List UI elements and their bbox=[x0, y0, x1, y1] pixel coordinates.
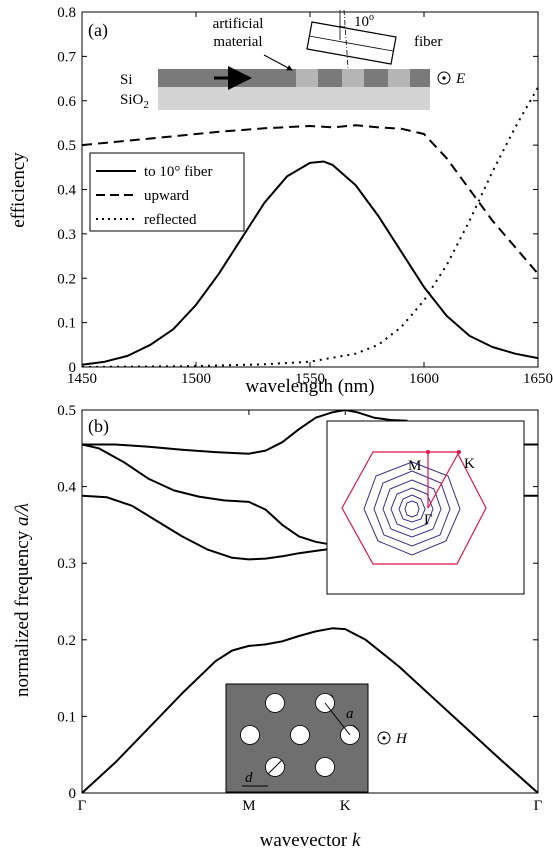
lattice-label-d: d bbox=[245, 770, 253, 786]
angle-label: 10o bbox=[354, 12, 374, 30]
x-tick-label: 1500 bbox=[181, 371, 211, 387]
panel-b-ticks: Γ M K Γ00.10.20.30.40.5 bbox=[57, 403, 542, 814]
lattice-constant-tick-2 bbox=[352, 724, 359, 731]
y-tick-label: 0 bbox=[69, 360, 77, 376]
y-tick-label: 0.4 bbox=[57, 183, 76, 199]
panel-b-chart: Γ M K Γ00.10.20.30.40.5 (b) wavevector k no… bbox=[12, 403, 543, 851]
legend-entry-reflected: reflected bbox=[144, 212, 197, 228]
x-tick-label: 1650 bbox=[523, 371, 553, 387]
artificial-material-pointer bbox=[263, 54, 293, 71]
fiber-icon bbox=[306, 21, 397, 65]
y-tick-label: 0 bbox=[69, 786, 77, 802]
panel-b-ylabel: normalized frequency a/λ bbox=[12, 503, 33, 697]
panel-a-xlabel: wavelength (nm) bbox=[245, 376, 374, 397]
sio2-layer bbox=[158, 87, 430, 110]
band-line-4 bbox=[82, 410, 408, 455]
si-label: Si bbox=[120, 72, 133, 88]
y-tick-label: 0.2 bbox=[57, 633, 76, 649]
bz-label-k: K bbox=[464, 456, 475, 472]
field-out-of-plane-icon bbox=[437, 71, 451, 85]
band-line-3 bbox=[82, 443, 346, 546]
air-holes bbox=[240, 693, 360, 777]
y-tick-label: 0.3 bbox=[57, 556, 76, 572]
y-tick-label: 0.6 bbox=[57, 94, 76, 110]
x-tick-label: K bbox=[340, 798, 351, 814]
k-point-marker bbox=[457, 450, 461, 454]
panel-b-frame bbox=[81, 409, 539, 794]
y-tick-label: 0.4 bbox=[57, 480, 76, 496]
panel-a-inset-schematic: artificial material Si SiO2 10o fiber E bbox=[120, 9, 465, 111]
artificial-label-line2: material bbox=[213, 34, 262, 50]
panel-a-series bbox=[82, 86, 538, 367]
series-line-dotted bbox=[82, 86, 538, 367]
y-tick-label: 0.1 bbox=[57, 709, 76, 725]
series-line-dashed bbox=[82, 124, 538, 275]
lattice-constant-tick-1 bbox=[330, 694, 334, 698]
series-line-solid bbox=[82, 160, 538, 366]
panel-a-legend: to 10° fiber upward reflected bbox=[89, 152, 245, 232]
artificial-label-line1: artificial bbox=[213, 16, 264, 32]
lattice-label-h: H bbox=[395, 731, 408, 747]
panel-b-label: (b) bbox=[88, 416, 109, 437]
panel-a-ticks: 1450 1500 1550 1600 1650 0 0.1 0.2 0.3 0.4 0.5 0.6 0… bbox=[57, 5, 553, 387]
x-tick-label: 1600 bbox=[409, 371, 439, 387]
bz-label-gamma: Γ bbox=[424, 512, 433, 528]
m-point-marker bbox=[426, 450, 430, 454]
lattice-label-a: a bbox=[346, 706, 354, 722]
brillouin-inset-frame bbox=[326, 420, 525, 595]
y-tick-label: 0.2 bbox=[57, 271, 76, 287]
legend-entry-upward: upward bbox=[144, 188, 189, 204]
brillouin-zone-inset: M K Γ bbox=[326, 420, 525, 595]
hole-diameter-marker bbox=[267, 759, 283, 775]
x-tick-label: Γ bbox=[78, 798, 87, 814]
artificial-material-grating bbox=[296, 69, 410, 87]
iso-frequency-contours bbox=[363, 461, 461, 556]
x-tick-label: M bbox=[242, 798, 255, 814]
x-tick-label: Γ bbox=[534, 798, 543, 814]
panel-a-label: (a) bbox=[88, 20, 108, 41]
y-tick-label: 0.5 bbox=[57, 138, 76, 154]
lattice-inset: a d H bbox=[225, 683, 408, 793]
band-line-1 bbox=[82, 627, 538, 793]
panel-a-chart: 1450 1500 1550 1600 1650 0 0.1 0.2 0.3 0.4 0.5 0.6 0… bbox=[8, 5, 553, 397]
y-tick-label: 0.5 bbox=[57, 403, 76, 419]
band-line-2 bbox=[82, 494, 346, 561]
field-h-out-of-plane-icon bbox=[377, 731, 391, 745]
y-tick-label: 0.1 bbox=[57, 316, 76, 332]
bz-label-m: M bbox=[408, 458, 421, 474]
brillouin-hexagon bbox=[341, 451, 487, 565]
panel-b-xlabel: wavevector k bbox=[260, 830, 361, 851]
y-tick-label: 0.8 bbox=[57, 5, 76, 21]
gamma-k-path bbox=[427, 451, 460, 509]
x-tick-label: 1550 bbox=[295, 371, 325, 387]
fiber-label: fiber bbox=[414, 34, 442, 50]
field-label-e: E bbox=[455, 71, 465, 87]
lattice-constant-marker bbox=[324, 702, 351, 736]
x-tick-label: 1450 bbox=[67, 371, 97, 387]
y-tick-label: 0.7 bbox=[57, 49, 76, 65]
angle-arc bbox=[339, 25, 346, 28]
panel-a-ylabel: efficiency bbox=[8, 152, 29, 228]
sio2-label: SiO2 bbox=[120, 92, 149, 111]
y-tick-label: 0.3 bbox=[57, 227, 76, 243]
legend-entry-fiber: to 10° fiber bbox=[144, 164, 212, 180]
